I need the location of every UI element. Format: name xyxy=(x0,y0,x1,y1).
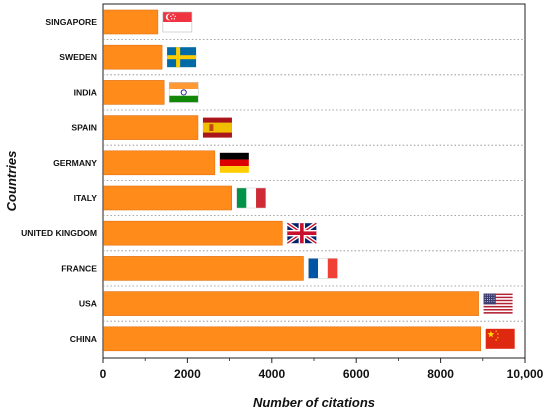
uk-flag-icon xyxy=(286,221,318,245)
category-label: GERMANY xyxy=(53,158,97,168)
bar-france xyxy=(103,256,304,281)
x-axis-title: Number of citations xyxy=(253,395,375,410)
x-tick-label: 10,000 xyxy=(507,367,544,381)
flags xyxy=(162,11,515,349)
category-label: SWEDEN xyxy=(59,52,97,62)
category-label: UNITED KINGDOM xyxy=(21,228,97,238)
bar-usa xyxy=(103,291,479,316)
india-flag-icon xyxy=(168,82,199,103)
bar-united-kingdom xyxy=(103,220,283,246)
bar-sweden xyxy=(103,44,163,70)
spain-flag-icon xyxy=(202,117,232,138)
x-tick-label: 8000 xyxy=(427,367,454,381)
category-label: SINGAPORE xyxy=(45,17,97,27)
category-label: SPAIN xyxy=(71,123,97,133)
category-label: USA xyxy=(79,299,97,309)
x-tick-label: 4000 xyxy=(258,367,285,381)
singapore-flag-icon xyxy=(162,11,193,33)
sweden-flag-icon xyxy=(167,47,197,68)
gridlines xyxy=(103,39,525,322)
germany-flag-icon xyxy=(219,152,249,173)
x-tick-label: 2000 xyxy=(174,367,201,381)
category-label: ITALY xyxy=(74,193,98,203)
x-axis-ticks: 0 2000 4000 6000 8000 10,000 xyxy=(100,358,544,381)
bar-spain xyxy=(103,115,199,140)
x-tick-label: 6000 xyxy=(343,367,370,381)
category-labels: SINGAPORE SWEDEN INDIA SPAIN GERMANY ITALY UNI… xyxy=(21,17,97,344)
china-flag-icon xyxy=(485,328,515,349)
bars xyxy=(103,9,481,352)
usa-flag-icon xyxy=(483,293,513,314)
france-flag-icon xyxy=(308,258,338,279)
y-axis-title: Countries xyxy=(4,151,19,212)
category-label: INDIA xyxy=(74,87,97,97)
bar-india xyxy=(103,80,165,105)
bar-china xyxy=(103,326,481,352)
bar-germany xyxy=(103,150,216,176)
category-label: CHINA xyxy=(70,334,97,344)
category-label: FRANCE xyxy=(61,263,97,273)
x-tick-label: 0 xyxy=(100,367,107,381)
bar-singapore xyxy=(103,9,159,35)
italy-flag-icon xyxy=(236,187,266,209)
bar-italy xyxy=(103,185,233,211)
